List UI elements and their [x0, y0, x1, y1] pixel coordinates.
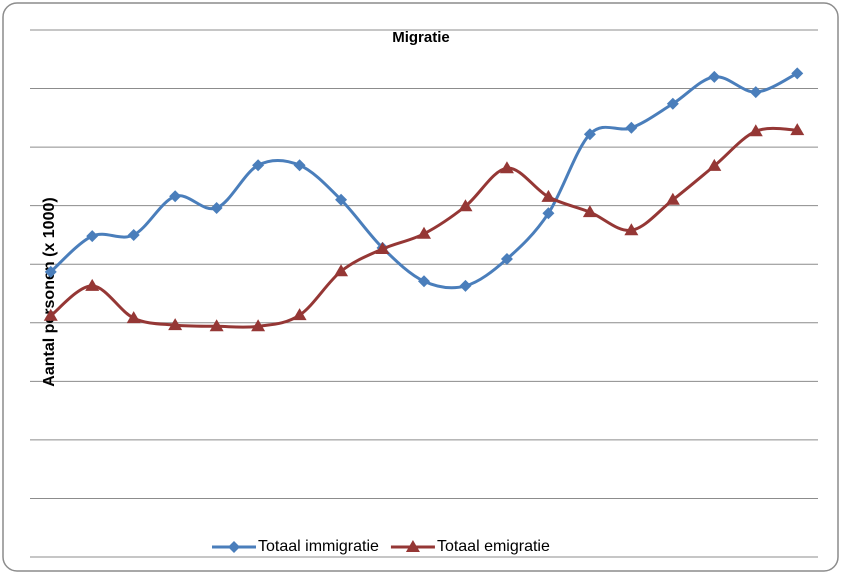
- data-point: [334, 264, 349, 277]
- data-point: [417, 226, 431, 239]
- data-point: [790, 123, 805, 136]
- data-point: [748, 124, 763, 137]
- chart-title: Migratie: [392, 29, 450, 46]
- data-point: [292, 308, 307, 321]
- data-point: [708, 70, 721, 83]
- data-point: [126, 311, 141, 324]
- legend-marker: [228, 541, 240, 553]
- data-point: [335, 193, 348, 206]
- data-point: [624, 223, 639, 236]
- data-point: [293, 159, 306, 172]
- data-point: [582, 205, 597, 218]
- y-axis-title: Aantal personen (x 1000): [41, 197, 58, 386]
- data-point: [375, 241, 390, 254]
- data-point: [418, 275, 430, 288]
- legend-label: Totaal immigratie: [258, 538, 379, 555]
- data-point: [210, 202, 223, 215]
- data-point: [666, 97, 679, 110]
- data-point: [500, 252, 513, 265]
- data-point: [583, 128, 596, 141]
- data-point: [459, 279, 472, 292]
- data-point: [499, 161, 514, 174]
- data-point: [707, 158, 722, 171]
- data-point: [44, 265, 57, 278]
- data-point: [665, 192, 680, 205]
- data-point: [209, 319, 224, 332]
- legend-marker: [405, 540, 420, 552]
- data-point: [168, 318, 183, 331]
- data-point: [542, 207, 555, 220]
- data-point: [86, 230, 99, 243]
- data-point: [169, 190, 182, 203]
- data-point: [251, 319, 266, 332]
- legend-label: Totaal emigratie: [437, 538, 550, 555]
- data-point: [127, 228, 140, 241]
- data-point: [85, 278, 100, 291]
- data-point: [252, 159, 265, 172]
- data-point: [43, 308, 58, 321]
- data-point: [749, 86, 762, 99]
- data-point: [541, 189, 556, 202]
- data-point: [625, 121, 638, 134]
- data-point: [791, 67, 804, 80]
- data-point: [458, 199, 473, 212]
